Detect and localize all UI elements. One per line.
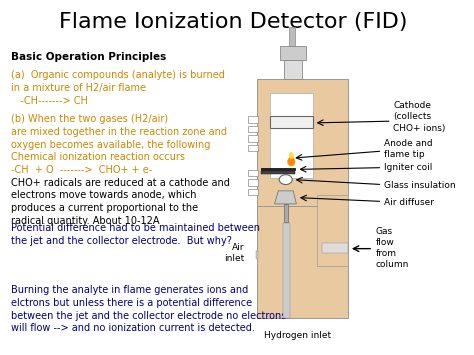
- Text: Flame Ionization Detector (FID): Flame Ionization Detector (FID): [59, 12, 408, 32]
- Bar: [284, 60, 302, 79]
- Bar: [317, 195, 347, 266]
- Text: Basic Operation Principles: Basic Operation Principles: [11, 53, 166, 62]
- Bar: [261, 171, 295, 174]
- Bar: [247, 189, 258, 195]
- Bar: [247, 116, 258, 122]
- Bar: [280, 46, 306, 60]
- Ellipse shape: [288, 157, 295, 166]
- Text: (b) When the two gases (H2/air)
are mixed together in the reaction zone and
oxyg: (b) When the two gases (H2/air) are mixe…: [11, 114, 227, 175]
- Text: (a)  Organic compounds (analyte) is burned
in a mixture of H2/air flame
   -CH--: (a) Organic compounds (analyte) is burne…: [11, 70, 225, 106]
- Text: Igniter coil: Igniter coil: [384, 163, 432, 172]
- Bar: [247, 179, 258, 186]
- Bar: [256, 251, 258, 258]
- Bar: [322, 244, 347, 253]
- Bar: [283, 223, 291, 318]
- Text: Hydrogen inlet: Hydrogen inlet: [264, 331, 331, 340]
- Bar: [270, 93, 313, 178]
- Bar: [247, 126, 258, 132]
- Bar: [257, 79, 347, 213]
- Bar: [284, 204, 288, 222]
- Bar: [289, 27, 295, 46]
- Bar: [257, 206, 347, 318]
- Ellipse shape: [279, 175, 292, 185]
- Bar: [247, 135, 258, 142]
- Text: Air diffuser: Air diffuser: [384, 198, 434, 207]
- Text: Air
inlet: Air inlet: [224, 243, 245, 263]
- Bar: [247, 145, 258, 151]
- Text: Glass insulation: Glass insulation: [384, 181, 456, 190]
- Text: Anode and
flame tip: Anode and flame tip: [384, 138, 432, 159]
- Bar: [261, 168, 295, 170]
- Text: CHO+ radicals are reduced at a cathode and
electrons move towards anode, which
p: CHO+ radicals are reduced at a cathode a…: [11, 178, 229, 226]
- Text: Cathode
(collects
CHO+ ions): Cathode (collects CHO+ ions): [393, 101, 446, 132]
- Text: Gas
flow
from
column: Gas flow from column: [376, 227, 409, 269]
- Text: Burning the analyte in flame generates ions and
elctrons but unless there is a p: Burning the analyte in flame generates i…: [11, 285, 286, 333]
- Bar: [247, 170, 258, 176]
- Text: Potential difference had to be maintained between
the jet and the collector elec: Potential difference had to be maintaine…: [11, 223, 260, 246]
- Ellipse shape: [289, 153, 293, 159]
- Polygon shape: [274, 191, 296, 204]
- Bar: [270, 116, 313, 128]
